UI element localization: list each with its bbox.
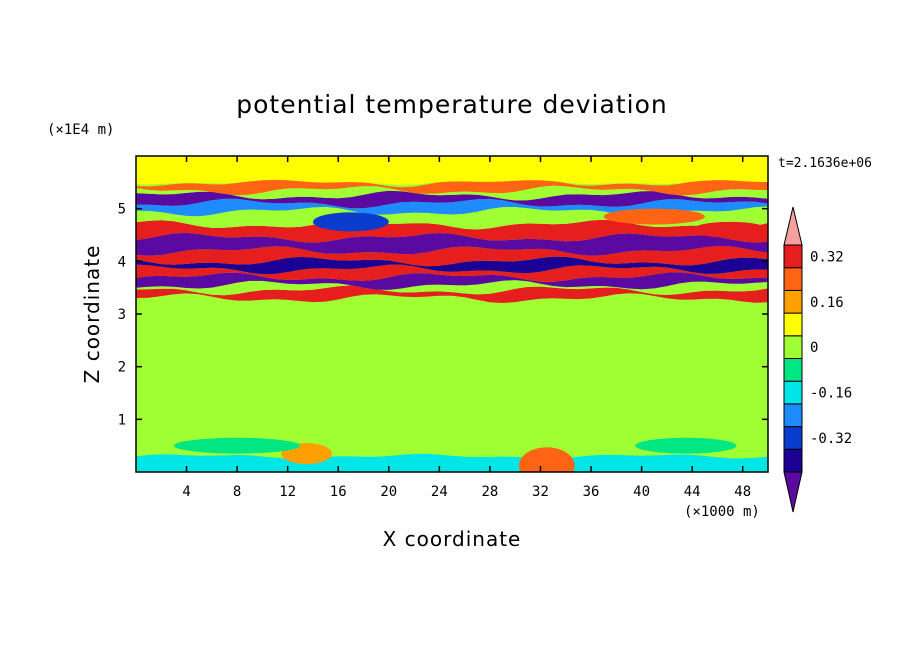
- y-unit-label: (×1E4 m): [47, 122, 114, 138]
- x-tick-label: 44: [684, 484, 701, 500]
- contour-feature: [312, 212, 389, 232]
- contour-feature: [603, 208, 705, 225]
- y-tick-label: 5: [118, 202, 126, 218]
- contour-band: [136, 185, 768, 201]
- contour-band: [136, 245, 768, 267]
- x-tick-label: 28: [481, 484, 498, 500]
- colorbar-segment: [783, 380, 803, 405]
- contour-band: [136, 285, 768, 303]
- y-tick-label: 2: [118, 360, 126, 376]
- colorbar-segment: [783, 358, 803, 382]
- contour-band: [136, 177, 768, 196]
- y-tick-label: 4: [118, 254, 126, 270]
- colorbar-segment: [783, 267, 803, 291]
- colorbar: -0.32 -0.16 0 0.16 0.32: [783, 206, 852, 513]
- chart-title: potential temperature deviation: [236, 90, 667, 119]
- colorbar-bottom-arrow: [783, 471, 803, 513]
- y-tick-label: 3: [118, 307, 126, 323]
- contour-feature: [519, 447, 575, 472]
- colorbar-top-arrow: [783, 206, 803, 246]
- contour-band: [136, 453, 768, 472]
- contour-band: [136, 311, 768, 370]
- y-tick-label: 1: [118, 412, 126, 428]
- colorbar-label: -0.32: [810, 431, 852, 447]
- contour-feature: [692, 221, 768, 238]
- x-tick-label: 8: [233, 484, 241, 500]
- contour-band: [136, 198, 768, 217]
- colorbar-label: 0.16: [810, 295, 844, 311]
- contour-feature: [173, 437, 301, 454]
- colorbar-segment: [783, 426, 803, 450]
- x-axis: 4 8 12 16 20 24 28 32 36 40 44 48: [182, 156, 751, 500]
- contour-band: [136, 156, 768, 185]
- x-tick-label: 36: [583, 484, 600, 500]
- y-axis-label: Z coordinate: [80, 245, 104, 384]
- x-unit-label: (×1000 m): [684, 504, 760, 520]
- contour-band: [136, 190, 768, 209]
- y-axis: 1 2 3 4 5: [118, 202, 768, 428]
- contour-band: [136, 219, 768, 243]
- x-tick-label: 48: [734, 484, 751, 500]
- contour-band: [136, 206, 768, 230]
- plot-field: [136, 156, 768, 472]
- colorbar-segment: [783, 448, 803, 473]
- colorbar-label: 0: [810, 340, 818, 356]
- colorbar-segment: [783, 335, 803, 359]
- x-tick-label: 20: [380, 484, 397, 500]
- colorbar-segment: [783, 244, 803, 269]
- x-tick-label: 12: [279, 484, 296, 500]
- contour-band: [136, 264, 768, 282]
- contour-feature: [635, 437, 737, 454]
- x-tick-label: 4: [182, 484, 190, 500]
- colorbar-label: -0.16: [810, 386, 852, 402]
- time-label: t=2.1636e+06: [778, 156, 872, 171]
- contour-band: [136, 280, 768, 296]
- contour-band: [136, 232, 768, 256]
- contour-band: [136, 272, 768, 290]
- contour-band: [136, 364, 768, 422]
- colorbar-segment: [783, 403, 803, 428]
- x-axis-label: X coordinate: [383, 527, 522, 551]
- colorbar-label: 0.32: [810, 249, 844, 265]
- colorbar-segment: [783, 289, 803, 314]
- contour-band: [136, 295, 768, 317]
- x-tick-label: 16: [330, 484, 347, 500]
- colorbar-segment: [783, 312, 803, 337]
- contour-band: [136, 256, 768, 275]
- x-tick-label: 24: [431, 484, 448, 500]
- x-tick-label: 40: [633, 484, 650, 500]
- x-tick-label: 32: [532, 484, 549, 500]
